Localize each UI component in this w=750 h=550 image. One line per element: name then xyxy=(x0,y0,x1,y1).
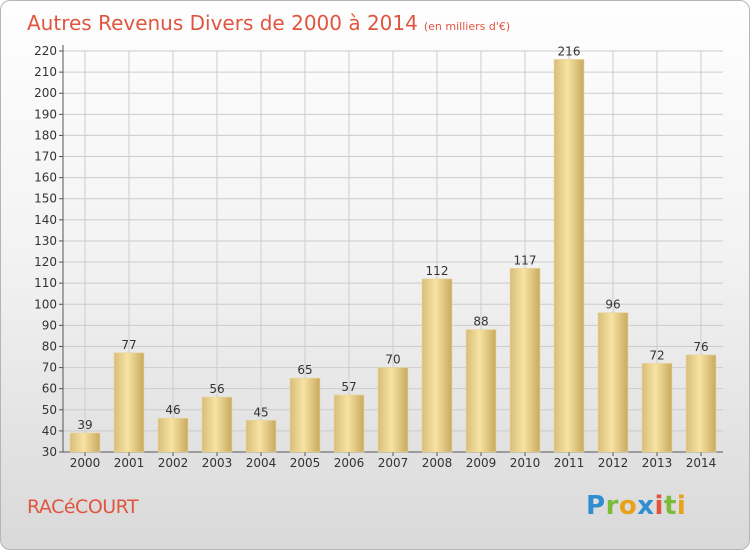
x-tick-label: 2008 xyxy=(422,456,453,470)
bar xyxy=(69,432,101,453)
y-tick-label: 180 xyxy=(34,128,57,142)
bar xyxy=(509,268,541,453)
y-tick-label: 200 xyxy=(34,86,57,100)
logo-letter: P xyxy=(586,491,606,521)
bar xyxy=(377,367,409,453)
data-label: 96 xyxy=(605,298,620,312)
x-tick-label: 2014 xyxy=(686,456,717,470)
location-name: RACéCOURT xyxy=(27,496,139,518)
bar xyxy=(465,329,497,453)
chart-subtitle: (en milliers d'€) xyxy=(423,20,511,33)
x-tick-label: 2001 xyxy=(114,456,145,470)
bar xyxy=(289,377,321,453)
y-tick-label: 100 xyxy=(34,297,57,311)
x-tick-label: 2009 xyxy=(466,456,497,470)
y-tick-label: 120 xyxy=(34,255,57,269)
y-tick-label: 210 xyxy=(34,65,57,79)
y-tick-label: 190 xyxy=(34,107,57,121)
bar xyxy=(553,59,585,453)
data-label: 216 xyxy=(558,44,581,58)
labels: 30 40 50 60 70 80 90 100 110 120 130 140 150 160 170 18… xyxy=(34,44,716,470)
x-tick-label: 2004 xyxy=(246,456,277,470)
y-tick-label: 160 xyxy=(34,171,57,185)
chart-title: Autres Revenus Divers de 2000 à 2014 (en … xyxy=(27,11,510,35)
x-tick-label: 2006 xyxy=(334,456,365,470)
data-label: 45 xyxy=(253,405,268,419)
data-label: 46 xyxy=(165,403,180,417)
chart-title-text: Autres Revenus Divers de 2000 à 2014 xyxy=(27,11,418,35)
bar xyxy=(333,394,365,453)
x-tick-label: 2007 xyxy=(378,456,409,470)
x-tick-label: 2013 xyxy=(642,456,673,470)
bar xyxy=(113,352,145,453)
data-label: 77 xyxy=(121,338,136,352)
data-label: 112 xyxy=(426,264,449,278)
data-label: 65 xyxy=(297,363,312,377)
logo-letter: i xyxy=(654,491,664,521)
logo-letter: t xyxy=(663,491,677,521)
logo-letter: i xyxy=(676,491,687,521)
bar xyxy=(421,278,453,453)
bar xyxy=(157,417,189,453)
logo-letter: o xyxy=(618,491,638,521)
x-tick-label: 2011 xyxy=(554,456,585,470)
y-tick-label: 90 xyxy=(42,318,57,332)
logo-letter: x xyxy=(637,491,655,521)
y-tick-label: 80 xyxy=(42,339,57,353)
x-tick-label: 2010 xyxy=(510,456,541,470)
y-tick-label: 60 xyxy=(42,382,57,396)
bar xyxy=(245,420,277,453)
y-tick-label: 110 xyxy=(34,276,57,290)
y-tick-label: 30 xyxy=(42,445,57,459)
data-label: 56 xyxy=(209,382,224,396)
data-label: 76 xyxy=(693,340,708,354)
x-tick-label: 2002 xyxy=(158,456,189,470)
logo-letter: r xyxy=(605,491,619,521)
y-tick-label: 140 xyxy=(34,213,57,227)
proxiti-logo: Proxiti xyxy=(586,491,686,521)
data-label: 39 xyxy=(77,418,92,432)
y-tick-label: 50 xyxy=(42,403,57,417)
data-label: 70 xyxy=(385,353,400,367)
bar xyxy=(685,354,717,453)
x-tick-label: 2012 xyxy=(598,456,629,470)
y-tick-label: 220 xyxy=(34,44,57,58)
bars xyxy=(69,59,717,453)
bar xyxy=(641,363,673,453)
y-tick-label: 70 xyxy=(42,361,57,375)
bar xyxy=(597,312,629,453)
x-tick-label: 2005 xyxy=(290,456,321,470)
y-tick-label: 170 xyxy=(34,150,57,164)
data-label: 57 xyxy=(341,380,356,394)
y-tick-label: 150 xyxy=(34,192,57,206)
y-tick-label: 130 xyxy=(34,234,57,248)
bar xyxy=(201,396,233,453)
x-tick-label: 2003 xyxy=(202,456,233,470)
data-label: 88 xyxy=(473,315,488,329)
y-tick-label: 40 xyxy=(42,424,57,438)
x-tick-label: 2000 xyxy=(70,456,101,470)
data-label: 117 xyxy=(514,253,537,267)
data-label: 72 xyxy=(649,348,664,362)
